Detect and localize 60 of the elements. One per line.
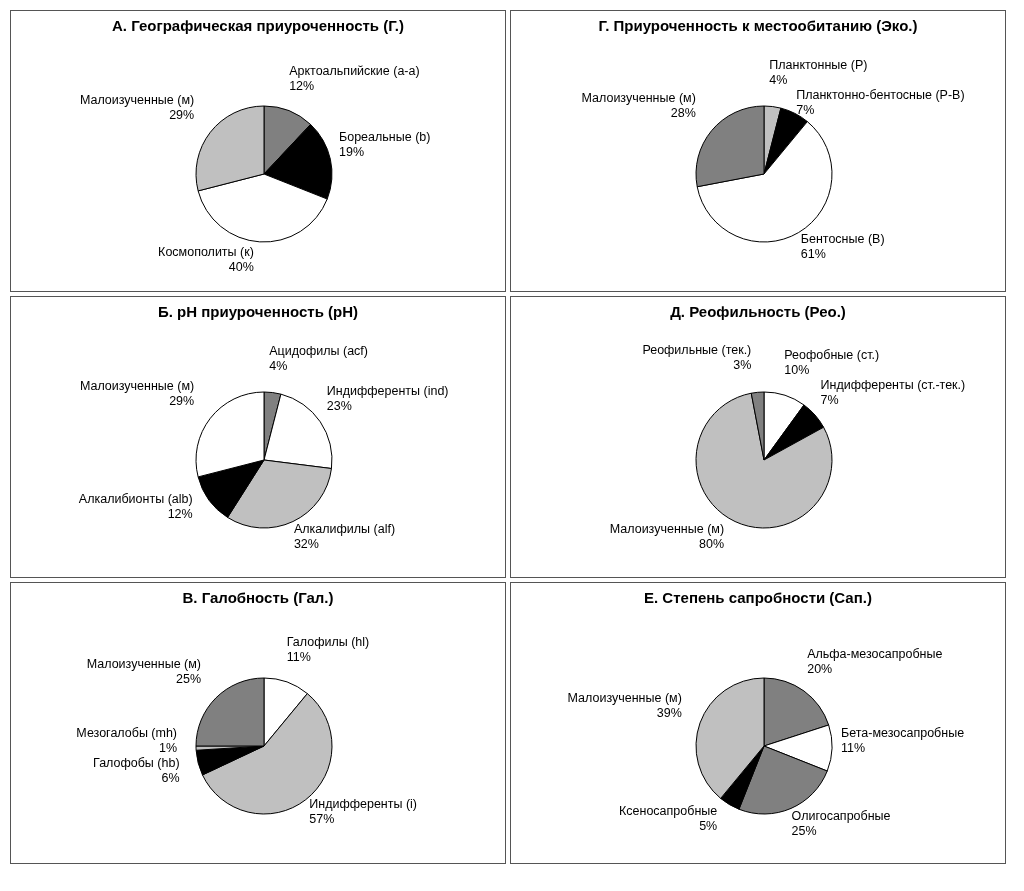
data-label: 10% [784,362,810,377]
data-label: 5% [699,818,718,833]
slice-label: Малоизученные (м) [567,691,682,706]
data-label: 23% [326,399,352,414]
slice-label: Бета-мезосапробные [840,725,965,740]
data-label: 29% [169,394,195,409]
data-label: 12% [289,78,315,93]
data-label: 7% [796,102,815,117]
data-label: 7% [820,392,839,407]
data-label: 39% [656,706,682,721]
data-label: 40% [228,259,254,274]
slice-label: Галофобы (hb) [93,755,180,770]
slice-label: Малоизученные (м) [609,522,725,537]
data-label: 61% [800,246,826,261]
data-label: 19% [339,145,365,160]
slice-label: Индифференты (ст.-тек.) [820,377,966,392]
data-label: 12% [167,507,193,522]
chart-title: Г. Приуроченность к местообитанию (Эко.) [597,16,919,36]
data-label: 20% [807,661,833,676]
data-label: 32% [293,537,319,552]
slice-label: Мезогалобы (mh) [76,725,178,740]
data-label: 6% [161,770,180,785]
slice-label: Олигосапробные [791,809,891,824]
data-label: 29% [169,108,195,123]
data-label: 11% [286,649,311,664]
slice-label: Индифференты (i) [309,797,418,812]
slice-label: Бентосные (B) [800,231,885,246]
slice-label: Бореальные (b) [339,130,431,145]
slice-label: Ацидофилы (acf) [269,343,369,358]
slice-label: Индифференты (ind) [326,384,449,399]
chart-title: В. Галобность (Гал.) [181,588,335,608]
slice-label: Малоизученные (м) [581,91,696,106]
slice-label: Планктонные (P) [769,57,868,72]
chart-title: Б. pH приуроченность (pH) [157,302,359,322]
data-label: 1% [158,740,178,755]
slice-label: Алкалифилы (alf) [293,522,396,537]
chart-title: А. Географическая приуроченность (Г.) [111,16,405,36]
data-label: 25% [175,671,202,686]
slice-label: Арктоальпийские (a-a) [289,63,420,78]
chart-title: Е. Степень сапробности (Сап.) [643,588,873,608]
data-label: 25% [791,824,817,839]
data-label: 3% [733,358,752,373]
slice-label: Альфа-мезосапробные [807,646,943,661]
slice-label: Галофилы (hl) [286,634,370,649]
slice-label: Ксеносапробные [619,803,718,818]
slice-label: Алкалибионты (alb) [78,492,193,507]
slice-label: Планктонно-бентосные (P-B) [796,87,965,102]
slice-label: Космополиты (к) [158,244,254,259]
data-label: 4% [269,358,288,373]
slice-label: Малоизученные (м) [79,93,195,108]
slice-label: Малоизученные (м) [79,379,195,394]
data-label: 57% [309,812,335,827]
data-label: 28% [670,106,696,121]
slice-label: Реофильные (тек.) [642,343,752,358]
slice-label: Реофобные (ст.) [784,347,880,362]
data-label: 4% [769,72,788,87]
data-label: 11% [840,740,866,755]
chart-title: Д. Реофильность (Рео.) [669,302,847,322]
slice-label: Малоизученные (м) [86,656,202,671]
data-label: 80% [699,537,725,552]
